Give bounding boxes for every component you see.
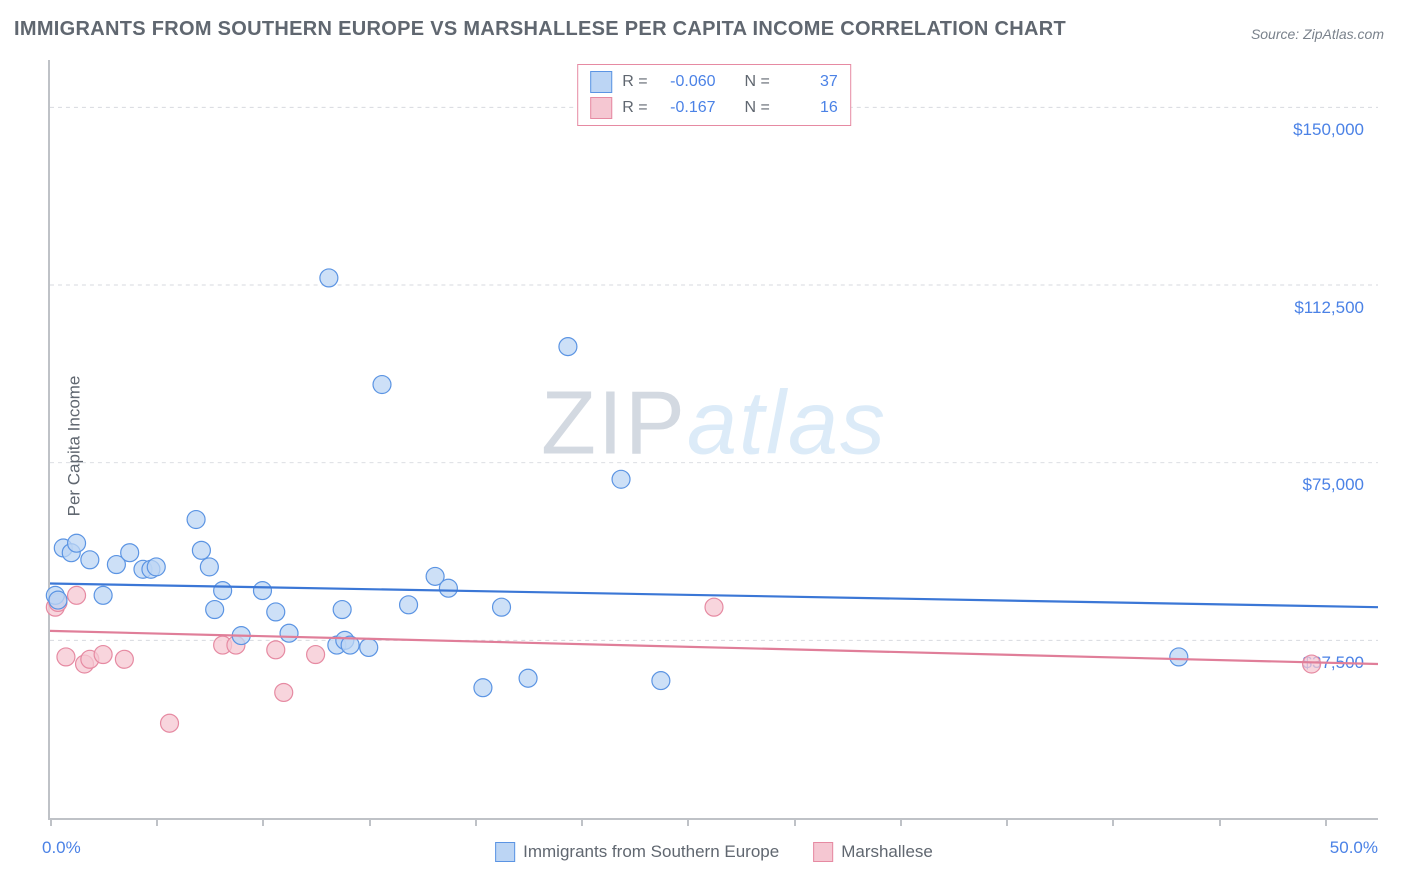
data-point xyxy=(94,586,112,604)
data-point xyxy=(68,586,86,604)
data-point xyxy=(161,714,179,732)
x-tick xyxy=(475,818,477,826)
swatch-blue-icon xyxy=(590,71,612,93)
legend-label-b: Marshallese xyxy=(841,842,933,862)
r-label: R = xyxy=(622,73,647,91)
data-point xyxy=(267,641,285,659)
data-point xyxy=(400,596,418,614)
correlation-chart: IMMIGRANTS FROM SOUTHERN EUROPE VS MARSH… xyxy=(0,0,1406,892)
data-point xyxy=(214,582,232,600)
series-legend: Immigrants from Southern Europe Marshall… xyxy=(495,842,933,862)
data-point xyxy=(267,603,285,621)
data-point xyxy=(275,683,293,701)
stats-row-b: R = -0.167 N = 16 xyxy=(590,95,838,121)
plot-area: ZIPatlas R = -0.060 N = 37 R = -0.167 N … xyxy=(48,60,1378,820)
r-value-a: -0.060 xyxy=(658,73,716,91)
n-label: N = xyxy=(744,99,769,117)
data-point xyxy=(115,650,133,668)
x-tick xyxy=(262,818,264,826)
x-tick xyxy=(1006,818,1008,826)
data-point xyxy=(360,638,378,656)
x-tick xyxy=(900,818,902,826)
data-point xyxy=(1170,648,1188,666)
x-tick xyxy=(581,818,583,826)
data-point xyxy=(147,558,165,576)
data-point xyxy=(705,598,723,616)
x-tick xyxy=(794,818,796,826)
legend-item-b: Marshallese xyxy=(813,842,933,862)
data-point xyxy=(187,511,205,529)
x-tick xyxy=(687,818,689,826)
data-point xyxy=(57,648,75,666)
data-point xyxy=(307,646,325,664)
x-tick xyxy=(50,818,52,826)
data-point xyxy=(94,646,112,664)
data-point xyxy=(68,534,86,552)
swatch-pink-icon xyxy=(590,97,612,119)
x-tick xyxy=(156,818,158,826)
legend-item-a: Immigrants from Southern Europe xyxy=(495,842,779,862)
x-tick xyxy=(1112,818,1114,826)
data-point xyxy=(439,579,457,597)
x-tick xyxy=(1219,818,1221,826)
data-point xyxy=(200,558,218,576)
data-point xyxy=(474,679,492,697)
n-value-b: 16 xyxy=(780,99,838,117)
data-point xyxy=(192,541,210,559)
data-point xyxy=(49,591,67,609)
data-point xyxy=(280,624,298,642)
data-point xyxy=(253,582,271,600)
n-value-a: 37 xyxy=(780,73,838,91)
plot-svg xyxy=(50,60,1378,818)
data-point xyxy=(206,601,224,619)
data-point xyxy=(333,601,351,619)
data-point xyxy=(559,338,577,356)
x-tick xyxy=(369,818,371,826)
stats-row-a: R = -0.060 N = 37 xyxy=(590,69,838,95)
r-label: R = xyxy=(622,99,647,117)
swatch-blue-icon xyxy=(495,842,515,862)
x-axis-min-label: 0.0% xyxy=(42,838,81,858)
r-value-b: -0.167 xyxy=(658,99,716,117)
data-point xyxy=(81,551,99,569)
data-point xyxy=(612,470,630,488)
data-point xyxy=(121,544,139,562)
swatch-pink-icon xyxy=(813,842,833,862)
data-point xyxy=(493,598,511,616)
data-point xyxy=(320,269,338,287)
x-axis-max-label: 50.0% xyxy=(1330,838,1378,858)
source-attribution: Source: ZipAtlas.com xyxy=(1251,26,1384,42)
data-point xyxy=(373,376,391,394)
chart-title: IMMIGRANTS FROM SOUTHERN EUROPE VS MARSH… xyxy=(14,18,1066,41)
data-point xyxy=(1303,655,1321,673)
x-tick xyxy=(1325,818,1327,826)
n-label: N = xyxy=(744,73,769,91)
data-point xyxy=(519,669,537,687)
legend-label-a: Immigrants from Southern Europe xyxy=(523,842,779,862)
data-point xyxy=(652,672,670,690)
stats-legend: R = -0.060 N = 37 R = -0.167 N = 16 xyxy=(577,64,851,126)
